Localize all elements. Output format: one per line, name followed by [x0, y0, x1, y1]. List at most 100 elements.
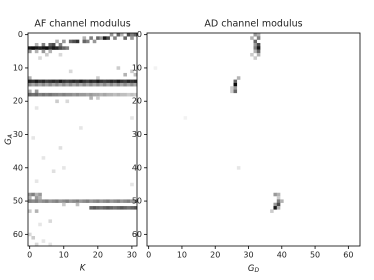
heat-cell — [119, 206, 124, 210]
heat-cell — [130, 33, 134, 37]
y-tick-label: 20 — [132, 97, 142, 106]
heat-cell — [96, 79, 100, 84]
heat-cell — [126, 92, 131, 97]
heat-cell — [82, 199, 87, 203]
heat-cell — [133, 206, 138, 210]
heat-cell — [96, 82, 100, 87]
heat-cell — [82, 39, 87, 44]
heat-cell — [79, 199, 83, 203]
heat-cell — [48, 199, 53, 203]
x-tick-label: 30 — [243, 251, 253, 260]
x-axis-label-sub: D — [254, 267, 259, 274]
heat-cell — [233, 86, 238, 90]
heat-cell — [113, 92, 117, 97]
heat-cell — [38, 79, 42, 84]
heat-cell — [116, 199, 121, 203]
heat-cell — [45, 79, 49, 84]
heat-cell — [113, 36, 117, 40]
heat-cell — [119, 82, 124, 87]
heat-cell — [31, 79, 36, 84]
heat-cell — [34, 49, 39, 54]
heat-cell — [106, 199, 110, 203]
heat-cell — [276, 202, 281, 207]
y-tick-label: 0 — [137, 30, 142, 39]
heat-cell — [253, 46, 258, 50]
heat-cell — [65, 199, 70, 203]
heat-cell — [116, 92, 121, 97]
heat-cell — [41, 49, 46, 54]
heat-cell — [41, 156, 46, 160]
y-tick-label: 0 — [18, 30, 23, 39]
heat-cell — [28, 232, 32, 237]
x-axis-label: GD — [248, 264, 260, 274]
heat-cell — [123, 72, 127, 77]
heat-cell — [116, 82, 121, 87]
heat-cell — [116, 79, 121, 84]
heat-cell — [38, 82, 42, 87]
heat-cell — [96, 76, 100, 80]
heat-cell — [133, 79, 138, 84]
heat-cell — [31, 136, 36, 140]
x-tick-label: 40 — [277, 251, 287, 260]
heat-cell — [130, 92, 134, 97]
heat-cell — [109, 206, 114, 210]
plot-area — [147, 33, 360, 246]
heat-cell — [106, 92, 110, 97]
heat-cell — [51, 82, 56, 87]
heat-cell — [276, 192, 281, 197]
heat-cell — [38, 222, 42, 227]
heat-cell — [102, 206, 107, 210]
x-tick-label: 10 — [59, 251, 69, 260]
heat-cell — [28, 199, 32, 203]
heat-cell — [28, 209, 32, 213]
heat-cell — [133, 82, 138, 87]
heat-cell — [62, 166, 66, 170]
heat-cell — [130, 36, 134, 40]
heat-cell — [230, 86, 234, 90]
heat-cell — [28, 92, 32, 97]
heat-cell — [96, 206, 100, 210]
heat-cell — [102, 79, 107, 84]
heat-cell — [106, 36, 110, 40]
heat-cell — [96, 199, 100, 203]
heat-cell — [48, 219, 53, 223]
heat-cell — [126, 33, 131, 37]
heat-cell — [126, 82, 131, 87]
heat-cell — [58, 146, 63, 150]
heat-cell — [31, 46, 36, 50]
y-tick-label: 30 — [132, 130, 142, 139]
y-tick-label: 10 — [132, 63, 142, 72]
heat-cell — [130, 79, 134, 84]
y-tick-label: 40 — [132, 163, 142, 172]
heat-cell — [34, 209, 39, 213]
heat-cell — [75, 79, 80, 84]
heat-cell — [96, 92, 100, 97]
heat-cell — [230, 89, 234, 94]
heat-cell — [250, 52, 254, 57]
heat-cell — [34, 89, 39, 94]
heat-cell — [45, 199, 49, 203]
heat-cell — [116, 206, 121, 210]
heat-cell — [82, 82, 87, 87]
heat-cell — [28, 82, 32, 87]
heat-cell — [85, 92, 90, 97]
heat-cell — [133, 72, 138, 77]
heat-cell — [72, 39, 76, 44]
heat-cell — [79, 82, 83, 87]
heat-cell — [256, 42, 261, 47]
heat-cell — [45, 46, 49, 50]
heat-cell — [38, 192, 42, 197]
heat-cell — [89, 92, 93, 97]
heat-cell — [72, 199, 76, 203]
heat-cell — [28, 192, 32, 197]
heat-cell — [130, 69, 134, 74]
y-tick-label: 20 — [13, 97, 23, 106]
heat-cell — [82, 79, 87, 84]
heat-cell — [58, 46, 63, 50]
y-tick-label: 60 — [132, 230, 142, 239]
y-axis-label-base: G — [4, 138, 14, 145]
heat-cell — [123, 92, 127, 97]
heat-cell — [96, 36, 100, 40]
x-tick-label: 0 — [146, 251, 151, 260]
x-axis-label-base: G — [248, 264, 255, 274]
